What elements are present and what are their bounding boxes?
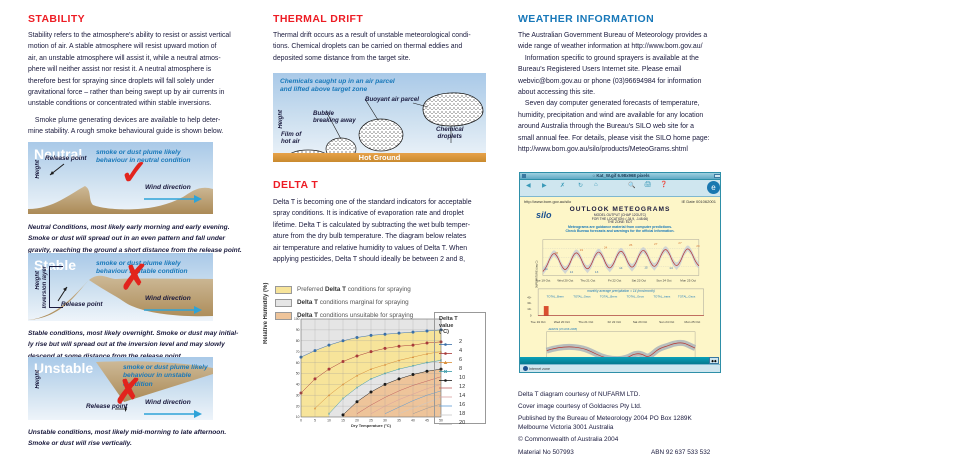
svg-text:40-: 40- — [527, 295, 531, 299]
svg-text:30: 30 — [383, 419, 387, 423]
svg-text:14: 14 — [669, 266, 673, 270]
svg-text:10-: 10- — [527, 307, 531, 311]
svg-text:40: 40 — [296, 383, 300, 387]
svg-text:TOTAL_Geos: TOTAL_Geos — [627, 294, 645, 298]
svg-text:10: 10 — [327, 419, 331, 423]
svg-text:20: 20 — [296, 404, 300, 408]
svg-text:Fri 22 Oct: Fri 22 Oct — [608, 320, 621, 324]
svg-text:TOTAL_Brem: TOTAL_Brem — [547, 294, 565, 298]
svg-text:10: 10 — [296, 415, 300, 419]
svg-text:Mon 25 Oct: Mon 25 Oct — [685, 320, 701, 324]
svg-text:Tue 19 Oct: Tue 19 Oct — [535, 279, 550, 283]
svg-text:23: 23 — [696, 244, 700, 248]
svg-text:Wed 20 Oct: Wed 20 Oct — [554, 320, 570, 324]
svg-text:15: 15 — [644, 265, 648, 269]
svg-text:0: 0 — [530, 314, 532, 318]
svg-text:Sat 23 Oct: Sat 23 Oct — [633, 320, 647, 324]
svg-text:25: 25 — [369, 419, 373, 423]
svg-text:Sun 24 Oct: Sun 24 Oct — [659, 320, 674, 324]
svg-text:90: 90 — [296, 328, 300, 332]
svg-text:Thu 21 Oct: Thu 21 Oct — [580, 279, 595, 283]
svg-text:Dry Temperature (°C): Dry Temperature (°C) — [351, 423, 392, 428]
svg-text:Tue 19 Oct: Tue 19 Oct — [531, 320, 546, 324]
svg-text:5: 5 — [314, 419, 316, 423]
svg-text:12: 12 — [570, 270, 574, 274]
svg-text:Mon 25 Oct: Mon 25 Oct — [680, 279, 696, 283]
svg-text:TOTAL_Geos: TOTAL_Geos — [573, 294, 591, 298]
svg-text:50: 50 — [296, 372, 300, 376]
svg-text:40: 40 — [411, 419, 415, 423]
svg-text:100: 100 — [294, 317, 300, 321]
svg-text:27: 27 — [654, 242, 658, 246]
svg-text:30-: 30- — [527, 301, 531, 305]
svg-text:TOTAL_trans: TOTAL_trans — [653, 294, 670, 298]
svg-text:0: 0 — [300, 419, 302, 423]
svg-text:TOTAL_Brem: TOTAL_Brem — [600, 294, 618, 298]
svg-text:15: 15 — [341, 419, 345, 423]
svg-text:14: 14 — [619, 266, 623, 270]
svg-text:19: 19 — [580, 248, 584, 252]
svg-text:TOTAL_Geos: TOTAL_Geos — [678, 294, 696, 298]
svg-text:11: 11 — [545, 267, 548, 271]
svg-text:24: 24 — [604, 246, 608, 250]
svg-text:Thu 21 Oct: Thu 21 Oct — [578, 320, 593, 324]
svg-text:26: 26 — [629, 243, 633, 247]
svg-text:18: 18 — [555, 251, 559, 255]
svg-text:30: 30 — [296, 393, 300, 397]
svg-text:35: 35 — [397, 419, 401, 423]
svg-text:13: 13 — [595, 270, 599, 274]
svg-text:70: 70 — [296, 350, 300, 354]
svg-text:27: 27 — [678, 241, 682, 245]
svg-text:20: 20 — [355, 419, 359, 423]
svg-text:TEMPERATURE (deg C): TEMPERATURE (deg C) — [535, 261, 539, 288]
svg-text:monthly average precipitation: monthly average precipitation = 14 (mm/m… — [587, 289, 655, 293]
svg-text:AEMOS (VCUOS 2008): AEMOS (VCUOS 2008) — [547, 327, 577, 331]
svg-text:80: 80 — [296, 339, 300, 343]
svg-text:60: 60 — [296, 361, 300, 365]
svg-text:Fri 22 Oct: Fri 22 Oct — [608, 279, 621, 283]
svg-text:Wed 20 Oct: Wed 20 Oct — [557, 279, 573, 283]
svg-text:Sat 23 Oct: Sat 23 Oct — [632, 279, 646, 283]
svg-text:Sun 24 Oct: Sun 24 Oct — [656, 279, 671, 283]
svg-text:45: 45 — [425, 419, 429, 423]
